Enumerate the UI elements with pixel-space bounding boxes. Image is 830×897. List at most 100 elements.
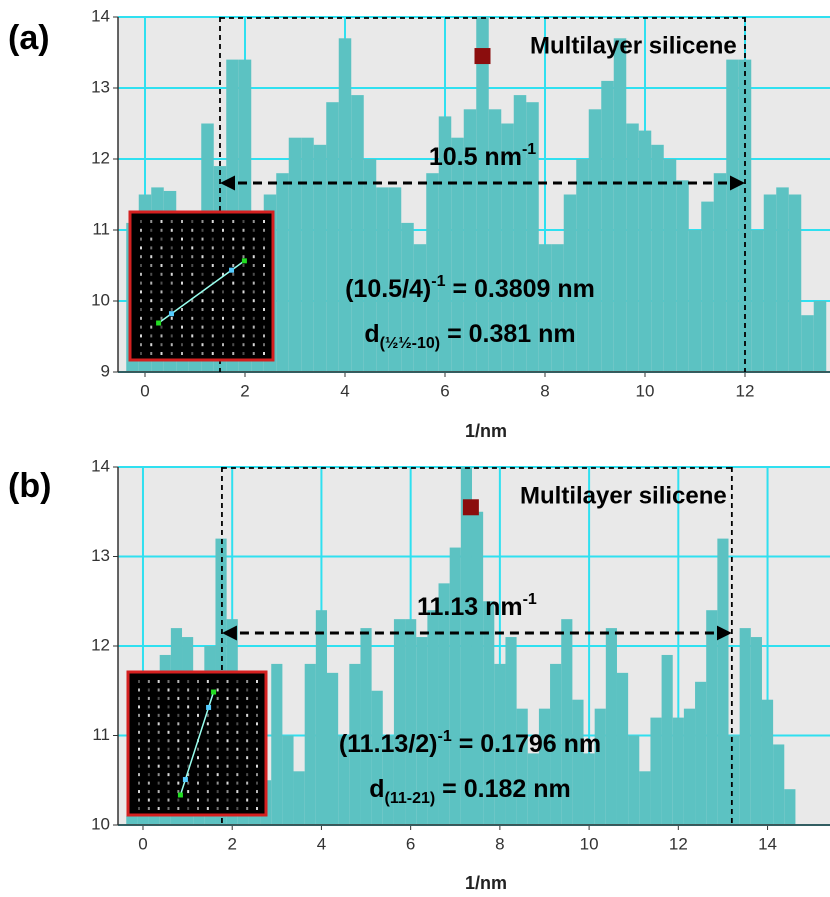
formula-part: = 0.3809 nm [446, 275, 595, 303]
formula-part: (10.5/4) [345, 275, 431, 303]
bar [689, 230, 702, 372]
bar [126, 816, 137, 825]
x-tick-label: 12 [669, 834, 688, 853]
formula-part: = 0.1796 nm [452, 730, 601, 758]
x-tick-label: 14 [758, 834, 777, 853]
cursor-marker [475, 48, 491, 64]
y-tick-label: 12 [91, 148, 110, 167]
bar [695, 682, 706, 825]
bar [289, 138, 302, 372]
x-tick-label: 0 [138, 834, 147, 853]
bar [717, 539, 728, 825]
bar [650, 718, 661, 825]
y-tick-label: 14 [91, 456, 110, 475]
bar [628, 736, 639, 826]
span-label-part: -1 [523, 591, 537, 608]
bar [606, 628, 617, 825]
bar [639, 771, 650, 825]
bar [301, 138, 314, 372]
bar [326, 102, 339, 372]
y-tick-label: 12 [91, 635, 110, 654]
formula-part: (11.13/2) [339, 730, 438, 758]
inset-frame [130, 212, 273, 360]
bar [701, 202, 714, 372]
spacing-part: = 0.182 nm [435, 775, 571, 803]
panel-label: (b) [8, 467, 51, 505]
chart-title: Multilayer silicene [530, 32, 737, 59]
bar [327, 673, 338, 825]
span-label-part: -1 [522, 141, 536, 158]
bar [617, 673, 628, 825]
x-tick-label: 12 [736, 381, 755, 400]
bar [714, 173, 727, 372]
x-tick-label: 10 [636, 381, 655, 400]
panel-label: (a) [8, 19, 50, 57]
x-tick-label: 8 [540, 381, 549, 400]
bar [814, 301, 827, 372]
y-tick-label: 10 [91, 290, 110, 309]
span-label: 10.5 nm-1 [429, 141, 536, 171]
bar [461, 467, 472, 825]
bar [684, 709, 695, 825]
spacing-part: = 0.381 nm [440, 320, 576, 348]
bar [764, 195, 777, 373]
fft-inset [130, 212, 273, 360]
bar [584, 753, 595, 825]
bar [316, 610, 327, 825]
formula: (10.5/4)-1 = 0.3809 nm [345, 273, 595, 303]
bar [662, 655, 673, 825]
x-tick-label: 6 [406, 834, 415, 853]
y-tick-label: 14 [91, 6, 110, 25]
x-tick-label: 8 [495, 834, 504, 853]
bar [294, 771, 305, 825]
bar [762, 700, 773, 825]
x-tick-label: 2 [240, 381, 249, 400]
bar [740, 628, 751, 825]
formula: (11.13/2)-1 = 0.1796 nm [339, 728, 601, 758]
bar [664, 159, 677, 372]
bar [271, 664, 282, 825]
x-tick-label: 0 [140, 381, 149, 400]
bar [276, 173, 289, 372]
bar [576, 159, 589, 372]
bar [673, 718, 684, 825]
span-label: 11.13 nm-1 [417, 591, 537, 621]
bar [773, 744, 784, 825]
bar [305, 664, 316, 825]
y-tick-label: 13 [91, 546, 110, 565]
bar [595, 709, 606, 825]
x-tick-label: 6 [440, 381, 449, 400]
chart-title: Multilayer silicene [520, 482, 727, 509]
bar [789, 195, 802, 373]
bar [539, 244, 552, 372]
bar [801, 315, 814, 372]
y-tick-label: 13 [91, 77, 110, 96]
x-tick-label: 4 [317, 834, 326, 853]
y-tick-label: 10 [91, 814, 110, 833]
x-axis-title: 1/nm [465, 421, 507, 441]
bar [614, 38, 627, 372]
formula-part: -1 [438, 728, 452, 745]
y-tick-label: 9 [101, 361, 110, 380]
bar [282, 736, 293, 826]
y-tick-label: 11 [92, 725, 110, 744]
x-tick-label: 4 [340, 381, 349, 400]
bar [601, 81, 614, 372]
bar [676, 180, 689, 372]
bar [339, 38, 352, 372]
bar [776, 187, 789, 372]
bar [626, 124, 639, 373]
spacing-part: (½½-10) [380, 335, 440, 352]
bar [706, 610, 717, 825]
bar [372, 691, 383, 825]
bar [351, 95, 364, 372]
x-tick-label: 2 [227, 834, 236, 853]
cursor-marker [463, 499, 479, 515]
bar [639, 131, 652, 372]
spacing-part: (11-21) [385, 790, 436, 807]
bar [572, 700, 583, 825]
x-axis-title: 1/nm [465, 873, 507, 893]
figure: 0 2 4 6 8 10 12 9 10 11 12 13 14 (a) Multilayer silice… [0, 0, 830, 897]
bar [726, 60, 739, 372]
bar [784, 789, 795, 825]
